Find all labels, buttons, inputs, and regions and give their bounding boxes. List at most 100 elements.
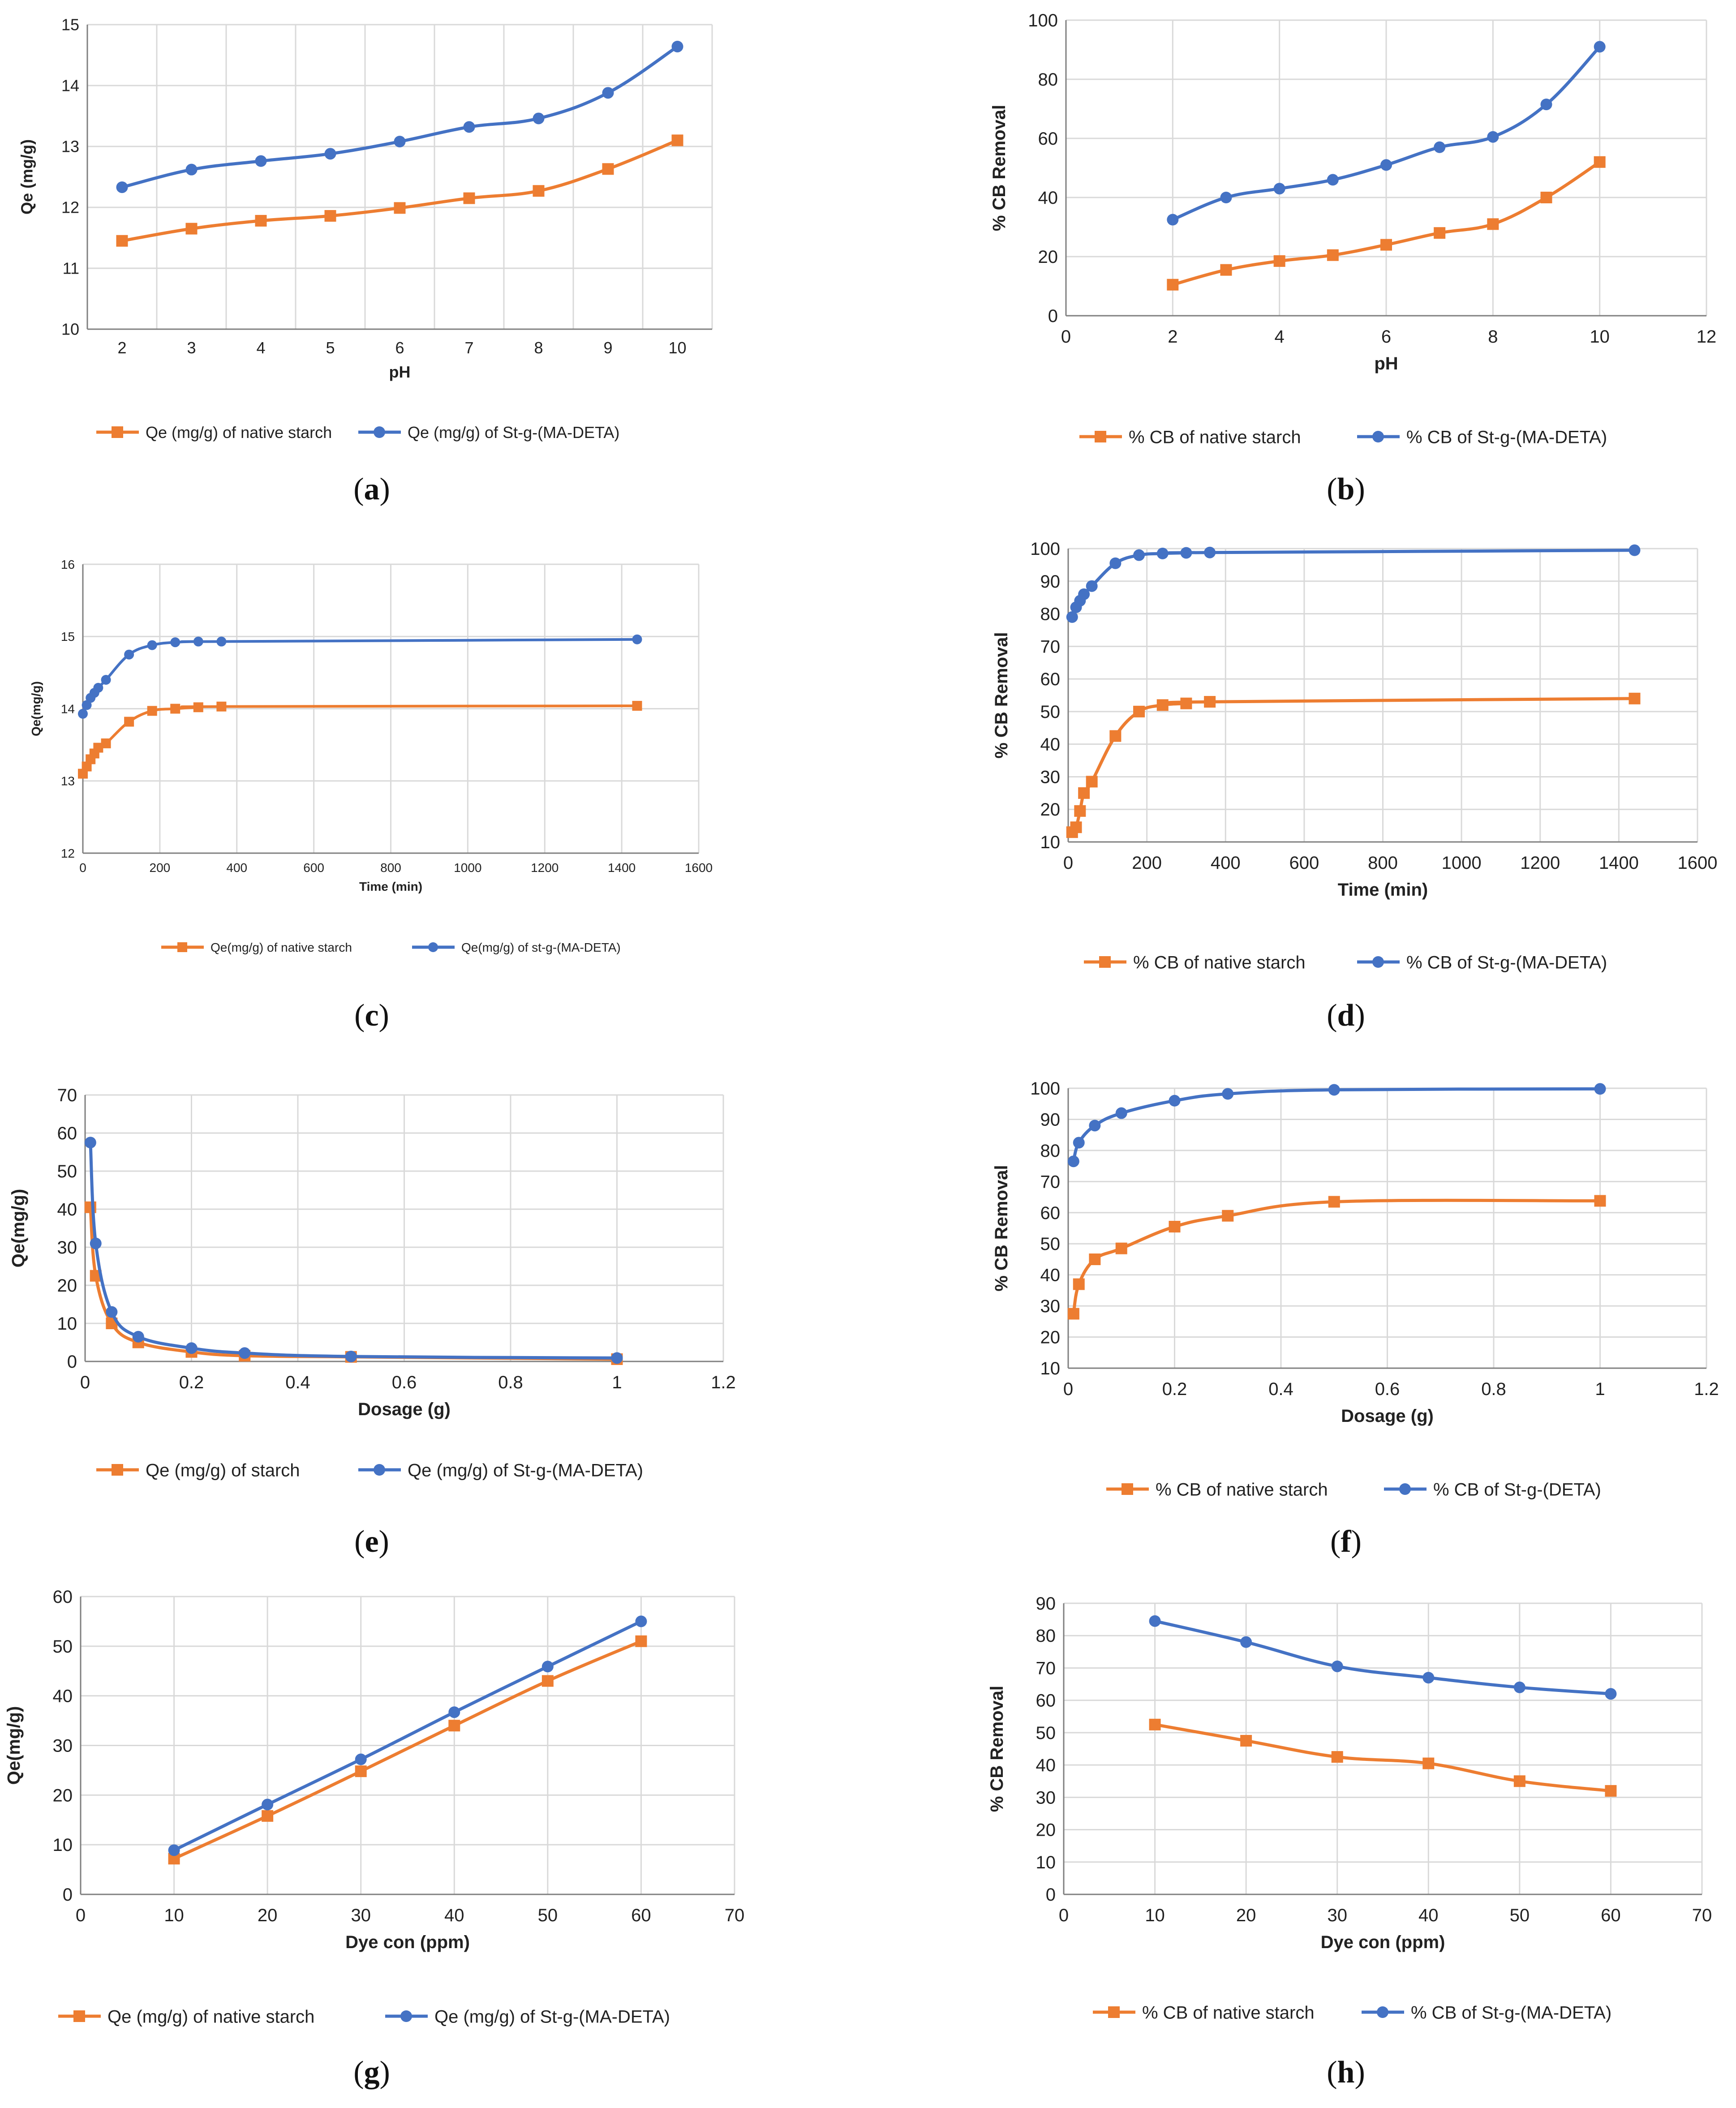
data-point-circle <box>1066 611 1078 623</box>
data-point-square <box>1273 255 1285 267</box>
x-tick-label: 4 <box>256 339 265 357</box>
data-point-circle <box>1156 547 1169 559</box>
x-tick-label: 10 <box>164 1906 184 1925</box>
data-point-circle <box>1109 557 1122 569</box>
data-point-circle <box>90 1237 102 1249</box>
data-point-circle <box>374 426 385 438</box>
data-point-square <box>116 235 128 247</box>
y-tick-label: 50 <box>1040 702 1061 722</box>
y-tick-label: 10 <box>1040 833 1061 852</box>
x-tick-label: 0.2 <box>179 1373 204 1392</box>
data-point-circle <box>1204 546 1216 558</box>
chart-c: 12 13 14 15 16 0 200 400 600 800 1000 1200 1400 1600 T… <box>29 558 713 1033</box>
data-point-square <box>1133 705 1145 717</box>
data-point-circle <box>1133 549 1145 561</box>
data-point-square <box>112 1464 123 1476</box>
x-tick-label: 40 <box>1418 1906 1439 1925</box>
data-point-square <box>533 185 545 197</box>
y-tick-label: 13 <box>61 774 75 788</box>
series-line-2 <box>1072 1087 1600 1162</box>
data-point-circle <box>1422 1672 1435 1684</box>
x-tick-label: 0.4 <box>285 1373 310 1392</box>
data-point-circle <box>635 1615 647 1627</box>
data-point-square <box>262 1810 274 1822</box>
data-point-circle <box>1372 956 1384 968</box>
x-tick-label: 1000 <box>1442 853 1482 873</box>
panel-label-paren: ) <box>1354 472 1365 507</box>
data-point-circle <box>448 1706 460 1718</box>
legend-label: Qe (mg/g) of starch <box>146 1460 300 1480</box>
x-tick-label: 0 <box>79 861 86 875</box>
y-tick-label: 40 <box>1040 1266 1061 1285</box>
data-point-circle <box>147 640 157 650</box>
data-point-square <box>1108 2006 1120 2018</box>
panel-label: (a) <box>353 472 390 507</box>
data-point-square <box>1109 730 1122 742</box>
x-tick-label: 9 <box>603 339 612 357</box>
x-tick-label: 0 <box>1063 853 1073 873</box>
chart-f: 10 20 30 40 50 60 70 80 90 100 0 0.2 0.4 0.6 0.8 1 1.2 Do… <box>992 1079 1719 1559</box>
x-tick-label: 0 <box>1063 1379 1073 1399</box>
y-tick-label: 70 <box>1036 1658 1056 1678</box>
data-point-square <box>1122 1483 1133 1495</box>
x-tick-label: 60 <box>1601 1906 1621 1925</box>
data-point-circle <box>193 636 203 647</box>
x-tick-label: 50 <box>538 1906 558 1925</box>
x-tick-label: 40 <box>444 1906 464 1925</box>
data-point-circle <box>1149 1615 1161 1627</box>
data-point-circle <box>345 1350 357 1362</box>
y-tick-label: 90 <box>1036 1594 1056 1614</box>
data-point-square <box>463 192 475 204</box>
x-tick-label: 0.6 <box>1375 1379 1400 1399</box>
chart-a: 10 11 12 13 14 15 2 3 4 5 6 7 8 9 10 pH Qe (mg/g) Qe (mg/… <box>18 16 713 507</box>
y-tick-label: 40 <box>1038 188 1058 208</box>
data-point-circle <box>262 1799 274 1811</box>
data-point-square <box>448 1720 460 1732</box>
data-point-square <box>1095 431 1106 442</box>
y-tick-label: 30 <box>53 1736 73 1756</box>
y-tick-label: 40 <box>57 1200 77 1219</box>
data-point-square <box>394 202 406 214</box>
data-point-circle <box>124 649 134 660</box>
x-tick-label: 0.6 <box>392 1373 417 1392</box>
data-point-circle <box>185 163 198 176</box>
y-tick-label: 70 <box>57 1086 77 1105</box>
legend-label: Qe (mg/g) of St-g-(MA-DETA) <box>408 423 619 442</box>
x-tick-label: 400 <box>1211 853 1241 873</box>
y-tick-label: 10 <box>1036 1853 1056 1872</box>
data-point-square <box>1204 696 1216 708</box>
y-axis-title: % CB Removal <box>992 632 1011 758</box>
y-tick-label: 60 <box>1040 670 1061 689</box>
panel-label-paren: ( <box>354 998 365 1033</box>
y-tick-label: 30 <box>1040 1297 1061 1316</box>
chart-e: 0 10 20 30 40 50 60 70 0 0.2 0.4 0.6 0.8 1 1.2 Dosage (… <box>9 1086 736 1559</box>
data-point-circle <box>463 121 475 133</box>
data-point-square <box>1067 1308 1079 1320</box>
y-tick-label: 16 <box>61 558 75 571</box>
y-tick-label: 80 <box>1040 1141 1061 1161</box>
panel-label-letter: d <box>1337 998 1355 1033</box>
data-point-square <box>1513 1775 1525 1787</box>
y-tick-label: 60 <box>1040 1203 1061 1223</box>
y-tick-label: 15 <box>61 630 75 644</box>
y-tick-label: 20 <box>1036 1820 1056 1840</box>
data-point-square <box>93 743 103 753</box>
panel-label-paren: ( <box>1327 472 1337 507</box>
x-axis-title: pH <box>389 363 411 381</box>
y-tick-label: 20 <box>53 1786 73 1805</box>
x-tick-label: 6 <box>1381 327 1391 347</box>
data-point-circle <box>168 1844 180 1856</box>
y-tick-label: 0 <box>67 1352 77 1372</box>
data-point-circle <box>541 1661 554 1673</box>
panel-label: (c) <box>354 998 389 1033</box>
y-tick-label: 12 <box>61 846 75 860</box>
y-tick-label: 0 <box>63 1885 73 1905</box>
data-point-square <box>193 702 203 713</box>
legend-label: Qe(mg/g) of st-g-(MA-DETA) <box>461 940 621 954</box>
series-line-2 <box>121 45 679 189</box>
data-point-square <box>185 223 198 235</box>
data-point-square <box>635 1635 647 1647</box>
x-tick-label: 0 <box>76 1906 86 1925</box>
x-tick-label: 5 <box>326 339 335 357</box>
y-tick-label: 60 <box>53 1587 73 1607</box>
